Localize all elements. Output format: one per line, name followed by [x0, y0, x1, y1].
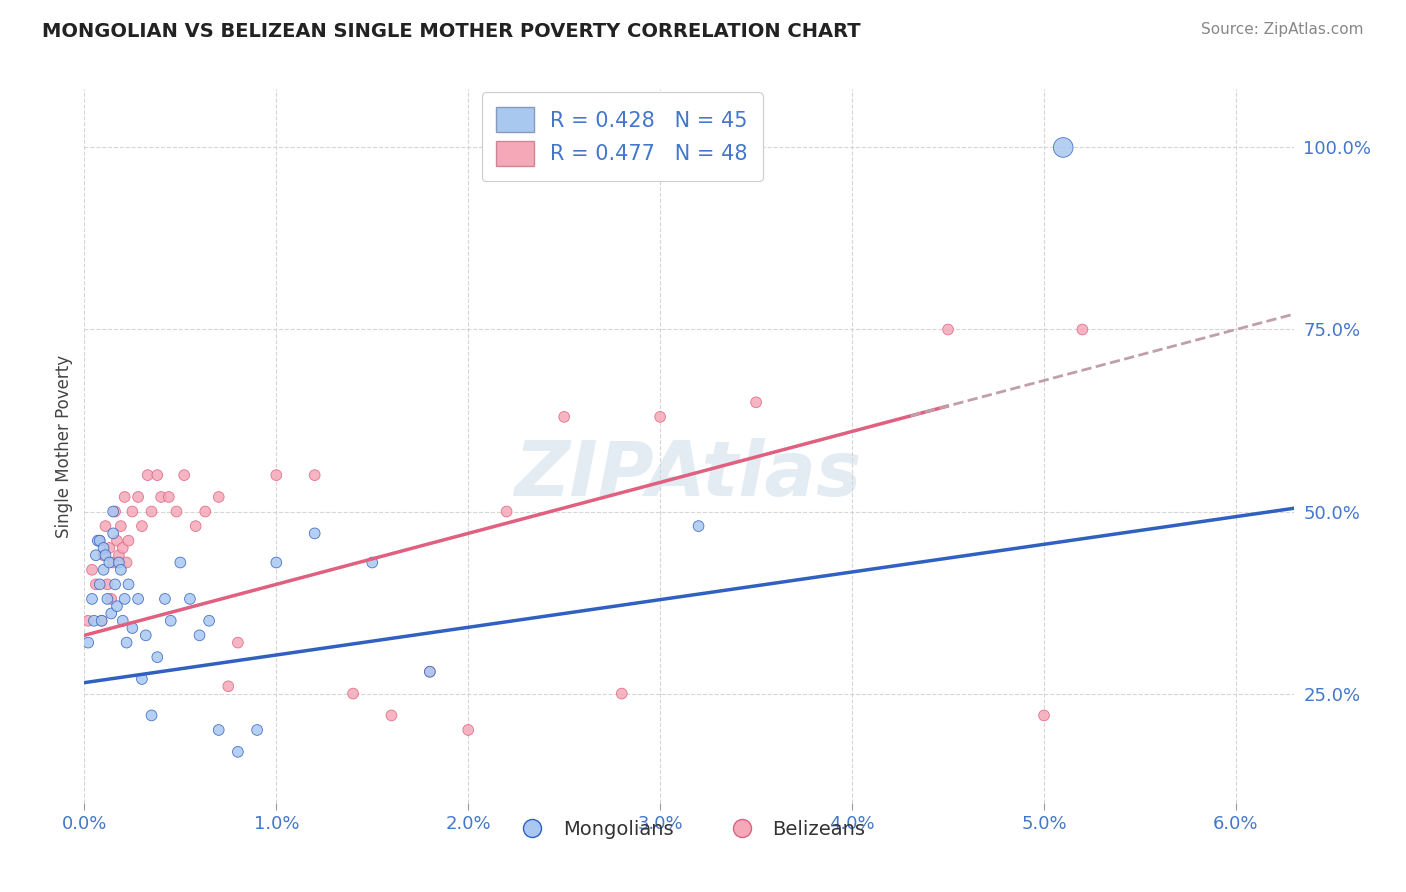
Point	[117, 577, 139, 591]
Point	[208, 723, 231, 737]
Point	[110, 519, 132, 533]
Point	[146, 650, 169, 665]
Point	[98, 541, 121, 555]
Point	[127, 490, 149, 504]
Point	[188, 628, 211, 642]
Y-axis label: Single Mother Poverty: Single Mother Poverty	[55, 354, 73, 538]
Point	[226, 745, 249, 759]
Point	[936, 322, 959, 336]
Point	[111, 541, 134, 555]
Point	[266, 468, 288, 483]
Point	[131, 672, 153, 686]
Point	[1052, 140, 1074, 154]
Point	[111, 614, 134, 628]
Point	[159, 614, 181, 628]
Point	[80, 591, 103, 606]
Point	[217, 679, 239, 693]
Point	[89, 533, 111, 548]
Point	[131, 519, 153, 533]
Point	[553, 409, 575, 424]
Point	[105, 533, 128, 548]
Point	[650, 409, 672, 424]
Point	[1033, 708, 1056, 723]
Point	[380, 708, 402, 723]
Point	[115, 556, 138, 570]
Point	[610, 687, 633, 701]
Point	[94, 519, 117, 533]
Point	[80, 563, 103, 577]
Point	[100, 591, 122, 606]
Point	[108, 556, 131, 570]
Point	[141, 504, 163, 518]
Text: Source: ZipAtlas.com: Source: ZipAtlas.com	[1201, 22, 1364, 37]
Point	[342, 687, 364, 701]
Text: MONGOLIAN VS BELIZEAN SINGLE MOTHER POVERTY CORRELATION CHART: MONGOLIAN VS BELIZEAN SINGLE MOTHER POVE…	[42, 22, 860, 41]
Point	[77, 635, 100, 649]
Point	[101, 504, 124, 518]
Point	[173, 468, 195, 483]
Legend: Mongolians, Belizeans: Mongolians, Belizeans	[505, 812, 873, 847]
Point	[157, 490, 180, 504]
Point	[108, 548, 131, 562]
Point	[194, 504, 217, 518]
Point	[114, 591, 136, 606]
Point	[266, 556, 288, 570]
Point	[93, 563, 115, 577]
Point	[457, 723, 479, 737]
Point	[419, 665, 441, 679]
Point	[304, 468, 326, 483]
Point	[184, 519, 207, 533]
Point	[198, 614, 221, 628]
Point	[87, 533, 110, 548]
Point	[89, 577, 111, 591]
Point	[94, 548, 117, 562]
Point	[93, 548, 115, 562]
Point	[127, 591, 149, 606]
Point	[115, 635, 138, 649]
Point	[226, 635, 249, 649]
Point	[153, 591, 176, 606]
Point	[361, 556, 384, 570]
Point	[114, 490, 136, 504]
Point	[135, 628, 157, 642]
Point	[96, 577, 118, 591]
Point	[179, 591, 201, 606]
Point	[121, 621, 143, 635]
Point	[90, 614, 112, 628]
Point	[688, 519, 710, 533]
Point	[101, 556, 124, 570]
Point	[246, 723, 269, 737]
Point	[84, 548, 107, 562]
Point	[208, 490, 231, 504]
Point	[93, 541, 115, 555]
Point	[1071, 322, 1094, 336]
Point	[77, 614, 100, 628]
Point	[90, 614, 112, 628]
Point	[101, 526, 124, 541]
Point	[169, 556, 191, 570]
Point	[84, 577, 107, 591]
Point	[166, 504, 188, 518]
Point	[104, 504, 127, 518]
Point	[419, 665, 441, 679]
Point	[745, 395, 768, 409]
Point	[100, 607, 122, 621]
Point	[98, 556, 121, 570]
Text: ZIPAtlas: ZIPAtlas	[515, 438, 863, 511]
Point	[89, 533, 111, 548]
Point	[495, 504, 517, 518]
Point	[146, 468, 169, 483]
Point	[136, 468, 159, 483]
Point	[117, 533, 139, 548]
Point	[141, 708, 163, 723]
Point	[121, 504, 143, 518]
Point	[105, 599, 128, 614]
Point	[104, 577, 127, 591]
Point	[304, 526, 326, 541]
Point	[110, 563, 132, 577]
Point	[150, 490, 173, 504]
Point	[96, 591, 118, 606]
Point	[83, 614, 105, 628]
